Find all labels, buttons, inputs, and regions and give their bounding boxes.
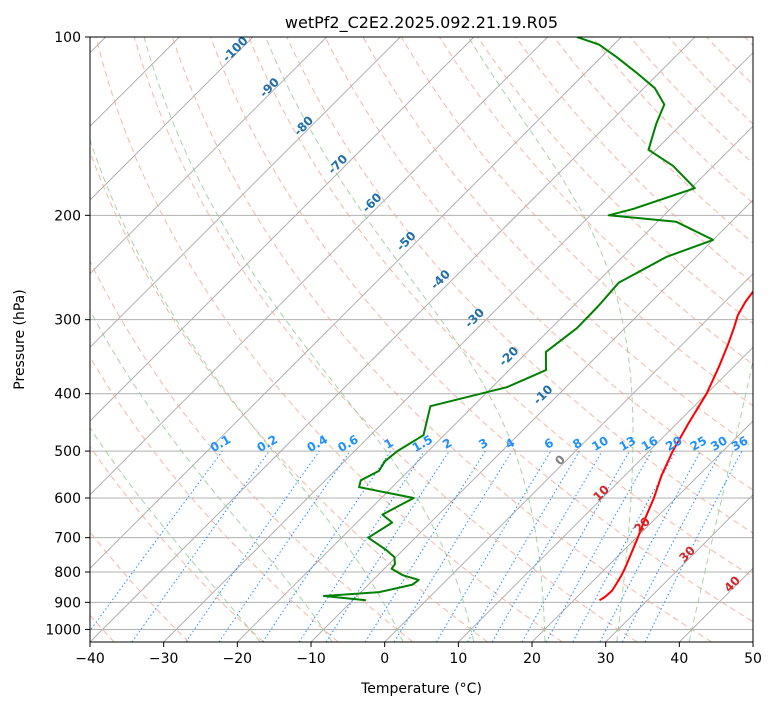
dry-adiabat-label: -10 — [530, 382, 555, 407]
x-tick-label: 20 — [523, 651, 541, 667]
isotherm-line — [0, 37, 474, 642]
dry-adiabat-label: -50 — [394, 229, 419, 254]
y-tick-label: 200 — [54, 208, 81, 224]
x-tick-label: 50 — [744, 651, 762, 667]
dry-adiabat-line — [745, 37, 775, 642]
isotherm-line — [16, 37, 621, 642]
dry-adiabat-line — [20, 37, 413, 642]
dry-adiabat-line — [0, 37, 189, 642]
y-tick-label: 300 — [54, 313, 81, 329]
mixing-ratio-label: 6 — [542, 435, 556, 451]
mixing-ratio-line — [365, 451, 485, 642]
dry-adiabat-line — [96, 37, 562, 642]
mixing-ratio-line — [263, 451, 391, 642]
isotherm-line — [458, 37, 775, 642]
dry-adiabat-line — [0, 37, 264, 642]
isotherm-line — [385, 37, 775, 642]
x-tick-label: −40 — [75, 651, 105, 667]
x-tick-label: 30 — [597, 651, 615, 667]
moist-adiabat-label: 20 — [631, 514, 653, 536]
isotherm-line — [0, 37, 253, 642]
dry-adiabat-label: -90 — [257, 75, 282, 100]
dry-adiabat-label: -20 — [496, 344, 521, 369]
y-tick-label: 900 — [54, 595, 81, 611]
y-tick-label: 1000 — [45, 622, 81, 638]
x-tick-label: 40 — [670, 651, 688, 667]
dry-adiabat-line — [554, 37, 775, 642]
temperature-profile-line — [600, 37, 775, 600]
dry-adiabat-line — [0, 37, 338, 642]
y-tick-label: 800 — [54, 565, 81, 581]
mixing-ratio-label: 1.5 — [410, 432, 435, 455]
dry-adiabat-label: -100 — [220, 34, 251, 65]
dry-adiabat-label: -70 — [325, 152, 350, 177]
moist-adiabat-label: 10 — [590, 482, 612, 504]
isotherm-line — [0, 37, 400, 642]
y-tick-label: 500 — [54, 444, 81, 460]
plot-area: -100-90 -80 -70 -60 -50 -40 -30 -20 -10 0.1 0.2 0.4… — [0, 34, 775, 642]
moist-adiabat-line — [468, 37, 633, 642]
x-tick-label: 10 — [449, 651, 467, 667]
mixing-ratio-line — [546, 451, 651, 642]
x-tick-label: −20 — [223, 651, 253, 667]
chart-title: wetPf2_C2E2.2025.092.21.19.R05 — [285, 13, 558, 33]
x-tick-label: −10 — [296, 651, 326, 667]
moist-adiabat-line — [0, 37, 260, 642]
x-tick-label: 0 — [380, 651, 389, 667]
y-axis-label: Pressure (hPa) — [12, 289, 28, 389]
isotherm-line — [532, 37, 775, 642]
y-tick-label: 100 — [54, 30, 81, 46]
y-tick-label: 600 — [54, 491, 81, 507]
x-axis-label: Temperature (°C) — [360, 681, 482, 697]
dewpoint-profile-line — [324, 37, 713, 600]
mixing-ratio-label: 0.1 — [208, 432, 233, 455]
mixing-ratio-label: 0.4 — [305, 432, 330, 455]
dry-adiabat-line — [516, 37, 775, 642]
moist-adiabat-line — [689, 37, 775, 642]
isotherm-line — [0, 37, 327, 642]
x-tick-label: −30 — [149, 651, 179, 667]
dry-adiabat-label: -40 — [428, 267, 453, 292]
mixing-ratio-label: 2 — [440, 435, 454, 451]
y-tick-label: 700 — [54, 531, 81, 547]
mixing-ratio-line — [219, 451, 350, 642]
y-tick-label: 400 — [54, 387, 81, 403]
dry-adiabat-label: -60 — [359, 190, 384, 215]
moist-adiabat-label: 0 — [552, 452, 568, 468]
dry-adiabat-label: -80 — [291, 113, 316, 138]
mixing-ratio-label: 0.6 — [335, 432, 360, 455]
isotherm-line — [90, 37, 695, 642]
mixing-ratio-line — [436, 451, 551, 642]
dry-adiabat-line — [707, 37, 775, 642]
mixing-ratio-line — [522, 451, 629, 642]
isotherm-line — [164, 37, 769, 642]
dry-adiabat-label: -30 — [462, 305, 487, 330]
moist-adiabat-label: 30 — [676, 543, 698, 565]
moist-adiabat-label: 40 — [721, 573, 743, 595]
mixing-ratio-label: 3 — [476, 435, 490, 451]
isotherm-line — [311, 37, 775, 642]
moist-adiabat-line — [4, 37, 332, 642]
isotherm-line — [753, 37, 775, 642]
mixing-ratio-label: 0.2 — [255, 432, 280, 455]
mixing-ratio-line — [82, 451, 223, 642]
dry-adiabat-line — [58, 37, 488, 642]
mixing-ratio-line — [326, 451, 449, 642]
moist-adiabat-line — [63, 37, 403, 642]
